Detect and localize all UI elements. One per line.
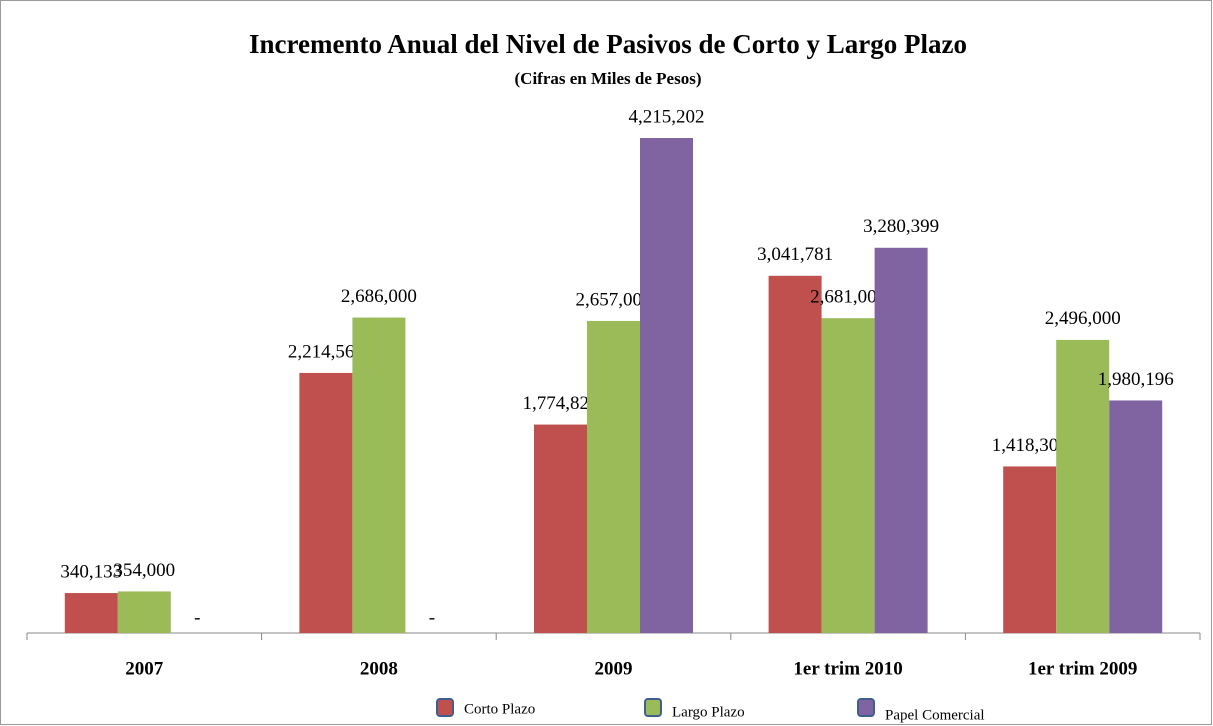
bar [534,424,587,633]
value-label: 354,000 [113,560,175,581]
chart-title: Incremento Anual del Nivel de Pasivos de… [249,29,967,59]
legend-label: Corto Plazo [464,701,535,717]
bar [299,372,353,633]
x-tick-label: 1er trim 2010 [793,658,902,679]
bar [768,275,822,633]
bar [821,318,875,633]
bar [587,320,640,633]
value-label: 4,215,202 [629,106,705,127]
value-label: 1,418,304 [992,435,1069,456]
value-label: 3,041,781 [757,244,833,265]
bar [1003,466,1057,633]
legend-label: Papel Comercial [885,707,985,723]
bar [1056,339,1110,633]
value-label: 2,686,000 [341,286,417,307]
value-label: 2,496,000 [1045,308,1121,329]
value-label: 2,681,000 [810,287,886,308]
value-label: 3,280,399 [863,216,939,237]
bar [874,247,928,633]
legend-swatch [436,698,454,717]
x-tick-label: 1er trim 2009 [1028,658,1137,679]
x-tick-label: 2009 [595,658,633,679]
bar [640,138,693,633]
x-tick-label: 2007 [125,658,164,679]
legend-swatch [857,698,875,717]
value-label: 2,214,563 [288,341,364,362]
value-label: 1,980,196 [1098,369,1174,390]
x-tick-label: 2008 [360,658,398,679]
value-label: 2,657,000 [576,289,652,310]
bar [64,593,118,633]
legend-label: Largo Plazo [672,704,745,720]
legend-swatch [644,698,662,717]
value-label: - [429,607,435,628]
bar [352,317,406,633]
value-label: - [194,607,200,628]
chart-subtitle: (Cifras en Miles de Pesos) [515,69,702,88]
bar [1109,400,1163,633]
value-label: 340,133 [60,561,122,582]
bar [117,591,171,633]
value-label: 1,774,826 [523,393,599,414]
